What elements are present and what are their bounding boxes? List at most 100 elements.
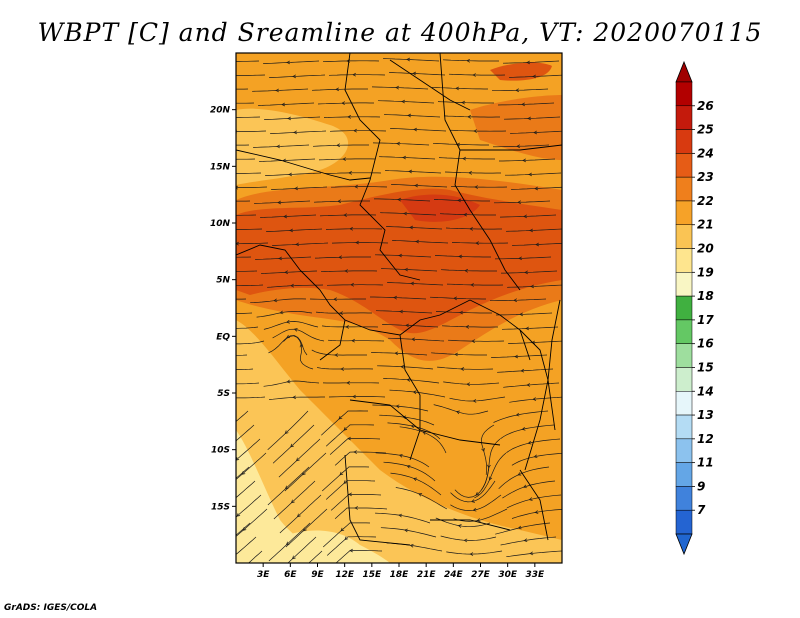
- streamline-arrow: [457, 524, 462, 528]
- colorbar-label: 25: [697, 123, 714, 137]
- streamline-arrow: [340, 527, 345, 532]
- streamline-arrow: [394, 351, 399, 356]
- lat-tick-label: 15S: [211, 502, 230, 512]
- streamline: [510, 130, 562, 134]
- streamline: [236, 382, 260, 385]
- streamline-arrow: [284, 485, 289, 490]
- streamline: [454, 466, 490, 498]
- streamline-arrow: [527, 440, 532, 445]
- streamline-arrow: [414, 183, 419, 188]
- lon-tick-label: 33E: [525, 570, 545, 580]
- streamline-arrow: [412, 71, 417, 76]
- streamline: [278, 438, 321, 478]
- streamline-arrow: [402, 415, 407, 420]
- lon-tick-label: 27E: [471, 570, 491, 580]
- streamline-arrow: [526, 60, 531, 65]
- streamline-arrow: [488, 476, 493, 481]
- streamline-arrow: [284, 430, 289, 434]
- lon-tick-label: 6E: [284, 570, 297, 580]
- streamline: [236, 88, 249, 90]
- streamline: [331, 242, 389, 244]
- streamline: [323, 116, 381, 118]
- streamline-arrow: [230, 443, 233, 446]
- streamline: [326, 536, 377, 556]
- streamline: [263, 321, 319, 330]
- streamline: [399, 426, 447, 454]
- streamline: [272, 242, 329, 246]
- streamline-arrow: [402, 155, 407, 160]
- streamline-arrow: [338, 255, 342, 260]
- colorbar-label: 15: [697, 360, 714, 374]
- streamline-arrow: [475, 492, 480, 496]
- streamline: [236, 452, 267, 480]
- colorbar-segment: [675, 105, 693, 130]
- streamline: [236, 298, 247, 300]
- streamline: [284, 452, 327, 492]
- streamline-arrow: [514, 354, 519, 359]
- streamline-arrow: [516, 144, 521, 149]
- streamline: [236, 144, 250, 146]
- streamline: [329, 438, 381, 455]
- streamline-arrow: [412, 390, 417, 395]
- streamline: [494, 256, 552, 260]
- streamline: [491, 354, 548, 358]
- colorbar-label: 20: [697, 242, 714, 256]
- streamline: [388, 337, 445, 342]
- streamline: [384, 114, 441, 118]
- streamline: [236, 242, 269, 245]
- streamline: [273, 480, 316, 520]
- colorbar-top-arrow: [675, 60, 693, 83]
- colorbar-segment: [675, 248, 693, 273]
- streamline: [389, 72, 446, 76]
- colorbar-segment: [675, 129, 693, 154]
- streamline: [236, 60, 260, 62]
- streamline: [285, 508, 328, 548]
- streamline: [236, 522, 251, 536]
- streamline-arrow: [521, 102, 526, 107]
- streamline-arrow: [470, 283, 474, 287]
- streamline-arrow: [461, 100, 466, 105]
- streamline: [447, 339, 505, 342]
- streamline-arrow: [231, 284, 234, 287]
- streamline-arrow: [529, 551, 534, 556]
- streamline-arrow: [464, 268, 469, 273]
- streamline: [269, 396, 325, 400]
- streamline-arrow: [398, 253, 403, 258]
- streamline-arrow: [409, 543, 414, 548]
- streamline-arrow: [473, 129, 477, 133]
- streamline-arrow: [230, 228, 233, 231]
- streamline-arrow: [227, 60, 230, 63]
- streamline-arrow: [217, 144, 220, 147]
- streamline-arrow: [475, 241, 479, 246]
- streamline-arrow: [215, 354, 218, 357]
- streamline-arrow: [236, 457, 240, 461]
- streamline-arrow: [354, 506, 358, 510]
- streamline-arrow: [348, 170, 352, 175]
- colorbar-label: 19: [697, 265, 714, 279]
- streamline-arrow: [466, 58, 470, 63]
- streamline: [236, 74, 266, 76]
- country-border: [344, 454, 411, 546]
- streamline: [371, 352, 428, 356]
- streamline: [250, 298, 307, 304]
- streamline-arrow: [228, 116, 231, 119]
- streamline-arrow: [353, 450, 357, 454]
- streamline: [493, 410, 549, 423]
- streamline: [502, 60, 560, 64]
- streamline-arrow: [469, 227, 473, 231]
- streamline: [370, 296, 427, 300]
- streamline: [391, 184, 448, 188]
- streamline-arrow: [236, 185, 238, 190]
- streamline: [236, 396, 266, 399]
- streamline-arrow: [521, 427, 526, 431]
- lat-tick-label: 20N: [210, 106, 231, 116]
- streamline: [379, 414, 435, 426]
- streamline: [328, 74, 386, 76]
- streamline-arrow: [342, 157, 346, 161]
- streamline: [263, 60, 320, 64]
- colorbar-label: 22: [697, 194, 714, 208]
- streamline: [236, 186, 268, 188]
- streamline-arrow: [236, 241, 239, 246]
- streamline: [313, 200, 370, 203]
- colorbar-label: 16: [697, 337, 714, 351]
